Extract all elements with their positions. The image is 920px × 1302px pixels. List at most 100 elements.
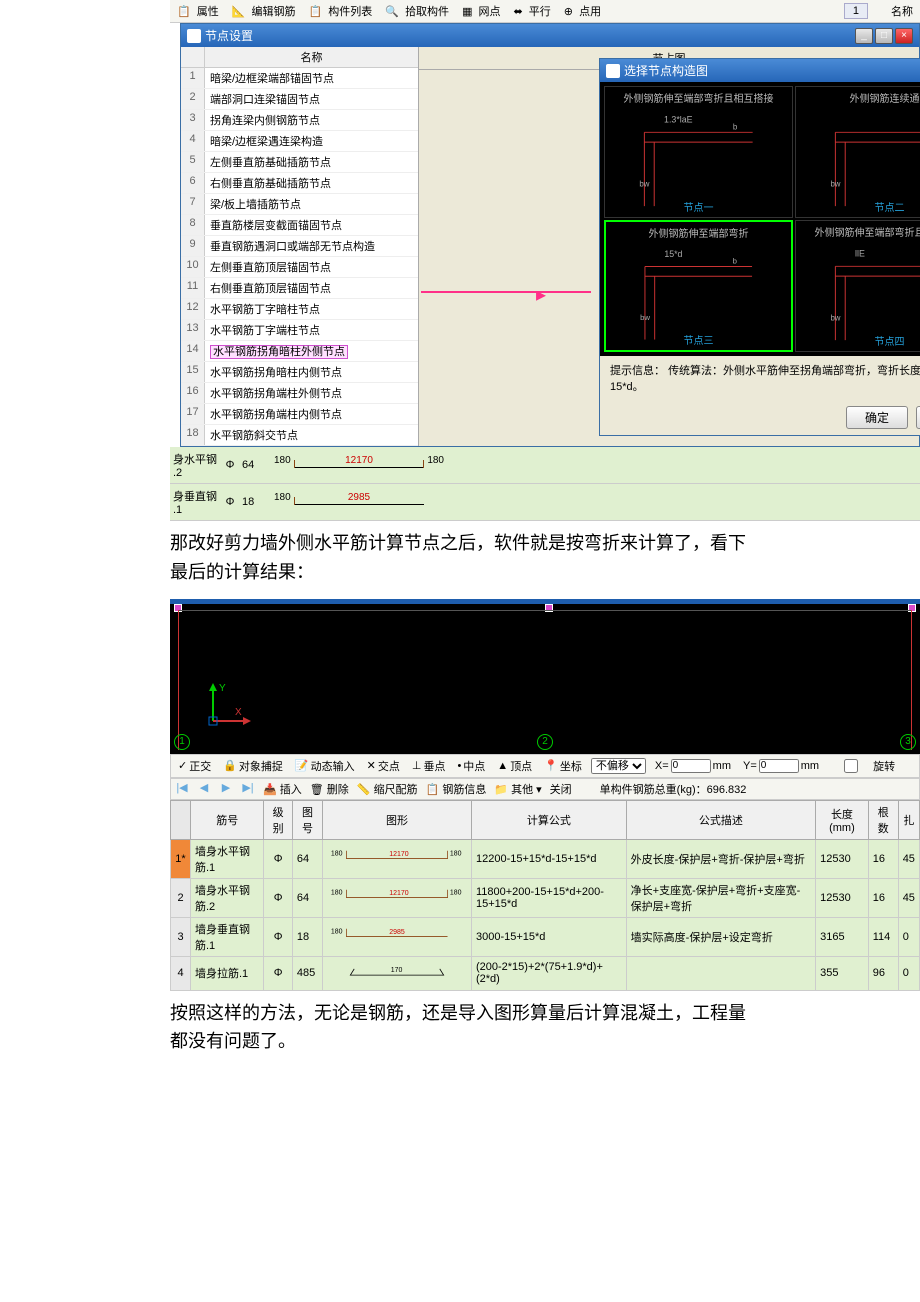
xpoint-toggle[interactable]: ✕ 交点 <box>364 757 403 775</box>
col-header[interactable]: 图形 <box>323 800 472 839</box>
results-table: 筋号级别图号图形计算公式公式描述长度(mm)根数扎 1* 墙身水平钢 筋.1 Φ… <box>170 800 920 991</box>
result-row[interactable]: 4 墙身拉筋.1 Φ 485 170 (200-2*15)+2*(75+1.9*… <box>171 956 920 990</box>
node-list-row[interactable]: 9垂直钢筋遇洞口或端部无节点构造 <box>181 236 418 257</box>
node-list-row[interactable]: 12水平钢筋丁字暗柱节点 <box>181 299 418 320</box>
diagram-option[interactable]: 外侧钢筋连续通过 b bw 节点二 <box>795 86 920 218</box>
col-header[interactable]: 图号 <box>292 800 322 839</box>
svg-text:180: 180 <box>450 890 462 897</box>
svg-text:2985: 2985 <box>389 929 405 936</box>
cad-viewport[interactable]: Y X 1 2 3 <box>170 599 920 754</box>
svg-text:bw: bw <box>830 313 840 322</box>
dialog-icon <box>606 64 620 78</box>
y-input[interactable] <box>759 759 799 773</box>
rotate-toggle[interactable]: 旋转 <box>828 757 898 775</box>
node-list-row[interactable]: 5左侧垂直筋基础插筋节点 <box>181 152 418 173</box>
col-header[interactable]: 筋号 <box>191 800 264 839</box>
cancel-button[interactable]: 取消 <box>916 406 920 429</box>
node-list-row[interactable]: 2端部洞口连梁锚固节点 <box>181 89 418 110</box>
partial-rebar-row: 身水平钢 .2 Φ64 180 12170 180 <box>170 447 920 484</box>
svg-text:180: 180 <box>450 851 462 858</box>
nav-last[interactable]: ▶| <box>241 782 255 796</box>
col-header[interactable]: 计算公式 <box>471 800 626 839</box>
nav-first[interactable]: |◀ <box>175 782 189 796</box>
toolbar-item[interactable]: 🔍 拾取构件 <box>382 2 455 20</box>
toolbar-item[interactable]: 📋 构件列表 <box>306 2 379 20</box>
svg-text:Y: Y <box>219 683 226 694</box>
diagram-dialog-titlebar[interactable]: 选择节点构造图 _ □ × <box>600 59 920 82</box>
svg-text:170: 170 <box>391 967 403 974</box>
node-list-row[interactable]: 10左侧垂直筋顶层锚固节点 <box>181 257 418 278</box>
col-header[interactable]: 长度(mm) <box>816 800 869 839</box>
result-row[interactable]: 3 墙身垂直钢 筋.1 Φ 18 1802985 3000-15+15*d 墙实… <box>171 917 920 956</box>
svg-text:bw: bw <box>830 179 840 188</box>
node-list-row[interactable]: 11右侧垂直筋顶层锚固节点 <box>181 278 418 299</box>
diagram-grid: 外侧钢筋伸至端部弯折且相互搭接 b bw 1.3*laE 节点一外侧钢筋连续通过… <box>600 82 920 356</box>
nav-prev[interactable]: ◀ <box>197 782 211 796</box>
node-list-row[interactable]: 18水平钢筋斜交节点 <box>181 425 418 446</box>
node-list-row[interactable]: 8垂直筋楼层变截面锚固节点 <box>181 215 418 236</box>
node-list-row[interactable]: 4暗梁/边框梁遇连梁构造 <box>181 131 418 152</box>
col-header[interactable]: 级别 <box>264 800 292 839</box>
y-coord: Y=mm <box>740 758 822 774</box>
diagram-option[interactable]: 外侧钢筋伸至端部弯折且相互搭接 b bw 1.3*laE 节点一 <box>604 86 793 218</box>
nav-next[interactable]: ▶ <box>219 782 233 796</box>
insert-button[interactable]: 📥 插入 <box>263 781 302 797</box>
maximize-button[interactable]: □ <box>875 28 893 44</box>
node-list-row[interactable]: 15水平钢筋拐角暗柱内侧节点 <box>181 362 418 383</box>
toolbar-item[interactable]: ⊕ 点用 <box>561 2 607 20</box>
snap-toggle[interactable]: 🔒 对象捕捉 <box>220 757 286 775</box>
svg-text:180: 180 <box>331 890 343 897</box>
node-list-row[interactable]: 1暗梁/边框梁端部锚固节点 <box>181 68 418 89</box>
minimize-button[interactable]: _ <box>855 28 873 44</box>
node-number: 1 <box>174 734 190 750</box>
node-number: 3 <box>900 734 916 750</box>
delete-button[interactable]: 🗑 删除 <box>310 781 349 797</box>
perp-toggle[interactable]: ⊥ 垂点 <box>409 757 449 775</box>
other-button[interactable]: 📁 其他 ▾ <box>494 781 541 797</box>
ok-button[interactable]: 确定 <box>846 406 908 429</box>
hint-text: 提示信息： 传统算法：外侧水平筋伸至拐角端部弯折，弯折长度默认为15*d。 <box>600 356 920 400</box>
node-list-row[interactable]: 3拐角连梁内侧钢筋节点 <box>181 110 418 131</box>
col-name-header: 名称 <box>205 47 418 67</box>
weight-display: 单构件钢筋总重(kg)：696.832 <box>600 781 747 797</box>
top-toggle[interactable]: ▲ 顶点 <box>494 757 535 775</box>
toolbar-item[interactable]: 📐 编辑钢筋 <box>229 2 302 20</box>
mid-toggle[interactable]: • 中点 <box>454 757 488 775</box>
paragraph-2: 按照这样的方法，无论是钢筋，还是导入图形算量后计算混凝土，工程量都没有问题了。 <box>0 991 920 1069</box>
svg-text:bw: bw <box>639 179 649 188</box>
svg-text:b: b <box>733 122 738 131</box>
node-list-row[interactable]: 17水平钢筋拐角端柱内侧节点 <box>181 404 418 425</box>
offset-select[interactable]: 不偏移 <box>591 758 646 774</box>
toolbar-item[interactable]: 📋 属性 <box>174 2 225 20</box>
info-button[interactable]: 📋 钢筋信息 <box>426 781 487 797</box>
cad-line-v <box>911 610 912 750</box>
coord-toggle[interactable]: 📍 坐标 <box>541 757 585 775</box>
diagram-option[interactable]: 外侧钢筋伸至端部弯折且相互搭接 b bw llE 节点四 <box>795 220 920 352</box>
scale-button[interactable]: 📏 缩尺配筋 <box>357 781 418 797</box>
diagram-option[interactable]: 外侧钢筋伸至端部弯折 b bw 15*d 节点三 <box>604 220 793 352</box>
col-header[interactable]: 扎 <box>898 800 919 839</box>
dyn-toggle[interactable]: 📝 动态输入 <box>292 757 358 775</box>
toolbar-item[interactable]: ▦ 网点 <box>459 2 506 20</box>
node-list-row[interactable]: 7梁/板上墙插筋节点 <box>181 194 418 215</box>
col-header[interactable]: 根数 <box>868 800 898 839</box>
ortho-toggle[interactable]: ✓ 正交 <box>175 757 214 775</box>
result-row[interactable]: 1* 墙身水平钢 筋.1 Φ 64 18012170180 12200-15+1… <box>171 839 920 878</box>
result-row[interactable]: 2 墙身水平钢 筋.2 Φ 64 18012170180 11800+200-1… <box>171 878 920 917</box>
node-list-row[interactable]: 14水平钢筋拐角暗柱外侧节点 <box>181 341 418 362</box>
dialog-titlebar[interactable]: 节点设置 _ □ × <box>181 24 919 47</box>
x-coord: X=mm <box>652 758 734 774</box>
close-button[interactable]: 关闭 <box>550 781 572 797</box>
col-header[interactable]: 公式描述 <box>626 800 815 839</box>
svg-text:15*d: 15*d <box>664 249 682 259</box>
dialog-title-text: 节点设置 <box>205 27 253 44</box>
node-list-row[interactable]: 16水平钢筋拐角端柱外侧节点 <box>181 383 418 404</box>
toolbar-item[interactable]: ⬌ 平行 <box>511 2 557 20</box>
node-list-row[interactable]: 13水平钢筋丁字端柱节点 <box>181 320 418 341</box>
x-input[interactable] <box>671 759 711 773</box>
node-list-row[interactable]: 6右侧垂直筋基础插筋节点 <box>181 173 418 194</box>
cad-line <box>178 610 912 611</box>
close-button[interactable]: × <box>895 28 913 44</box>
partial-rebar-rows: 身水平钢 .2 Φ64 180 12170 180 身垂直钢 .1 Φ18 18… <box>170 447 920 521</box>
partial-rebar-row: 身垂直钢 .1 Φ18 180 2985 <box>170 484 920 521</box>
